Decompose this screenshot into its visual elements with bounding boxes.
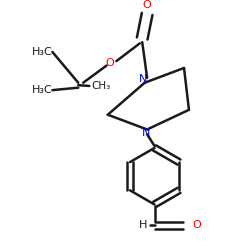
- Text: H₃C: H₃C: [32, 47, 52, 57]
- Text: CH₃: CH₃: [92, 82, 111, 92]
- Text: O: O: [106, 58, 114, 68]
- Text: H₃C: H₃C: [32, 85, 52, 95]
- Text: N: N: [142, 128, 150, 138]
- Text: O: O: [193, 220, 202, 230]
- Text: H: H: [139, 220, 147, 230]
- Text: O: O: [143, 0, 152, 10]
- Text: N: N: [139, 74, 148, 84]
